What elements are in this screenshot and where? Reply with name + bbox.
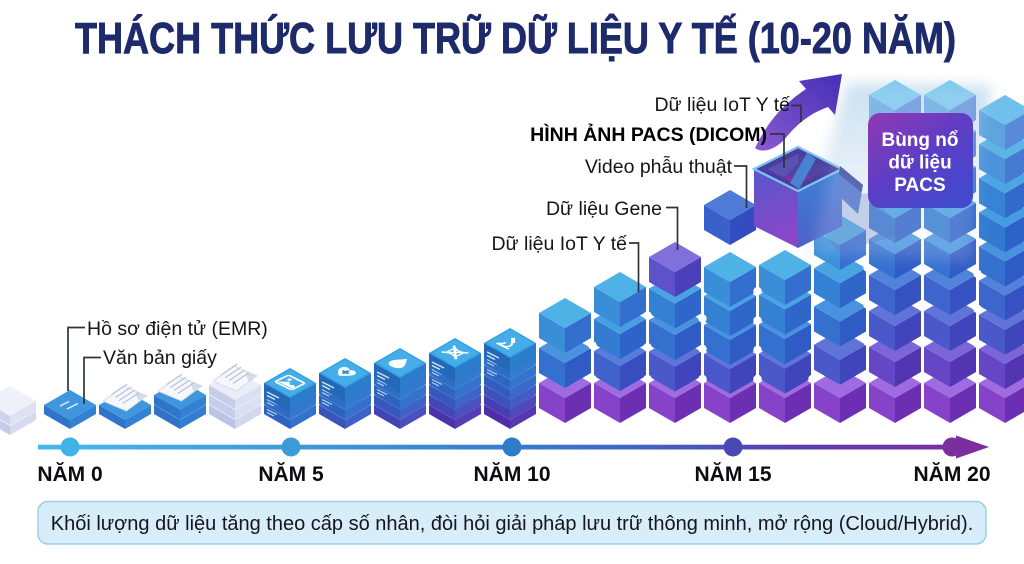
svg-text:HÌNH ẢNH PACS (DICOM): HÌNH ẢNH PACS (DICOM)	[530, 123, 767, 146]
svg-text:NĂM 5: NĂM 5	[258, 463, 324, 486]
svg-text:Dữ liệu Gene: Dữ liệu Gene	[546, 198, 662, 220]
svg-text:PACS: PACS	[894, 175, 945, 196]
svg-text:NĂM 0: NĂM 0	[37, 463, 102, 486]
svg-text:Video phẫu thuật: Video phẫu thuật	[585, 155, 733, 178]
svg-text:Dữ liệu IoT Y tế: Dữ liệu IoT Y tế	[491, 233, 627, 255]
svg-text:NĂM 20: NĂM 20	[913, 463, 990, 486]
svg-text:NĂM 10: NĂM 10	[473, 463, 550, 486]
svg-text:THÁCH THỨC LƯU TRỮ DỮ LIỆU Y T: THÁCH THỨC LƯU TRỮ DỮ LIỆU Y TẾ (10-20 N…	[75, 13, 956, 63]
svg-text:Văn bản giấy: Văn bản giấy	[103, 347, 217, 369]
svg-text:Bùng nổ: Bùng nổ	[881, 130, 958, 151]
svg-text:NĂM 15: NĂM 15	[694, 463, 771, 486]
svg-text:Khối lượng dữ liệu tăng theo c: Khối lượng dữ liệu tăng theo cấp số nhân…	[51, 513, 974, 535]
svg-text:Dữ liệu IoT Y tế: Dữ liệu IoT Y tế	[654, 94, 790, 116]
svg-text:Hồ sơ điện tử (EMR): Hồ sơ điện tử (EMR)	[87, 318, 268, 340]
svg-text:dữ liệu: dữ liệu	[888, 153, 951, 174]
